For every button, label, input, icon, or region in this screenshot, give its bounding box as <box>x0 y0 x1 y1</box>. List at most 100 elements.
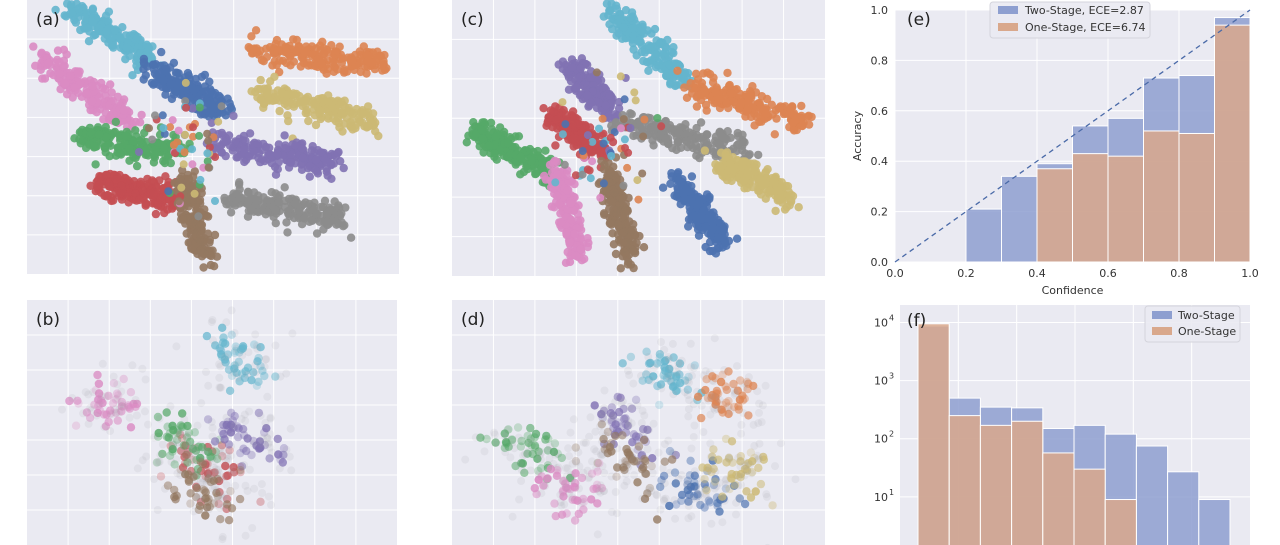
faded-point <box>245 465 254 474</box>
scatter-point <box>611 431 620 441</box>
panel-label: (b) <box>36 310 60 330</box>
scatter-point <box>692 102 702 111</box>
faded-point <box>166 402 175 411</box>
scatter-point <box>579 494 588 504</box>
scatter-point <box>612 19 622 29</box>
scatter-point <box>749 381 758 391</box>
faded-point <box>541 482 550 490</box>
scatter-point <box>256 497 265 506</box>
scatter-point <box>761 194 770 203</box>
scatter-d: (d) <box>452 300 825 545</box>
faded-point <box>644 485 653 494</box>
scatter-point <box>616 72 625 81</box>
faded-point <box>208 316 217 324</box>
scatter-point <box>629 263 638 273</box>
scatter-point <box>708 372 717 381</box>
faded-point <box>204 505 213 514</box>
scatter-point <box>714 215 723 225</box>
scatter-point <box>562 110 571 119</box>
scatter-point <box>642 57 652 67</box>
scatter-point <box>131 126 140 135</box>
scatter-point <box>599 179 608 188</box>
scatter-point <box>60 79 70 88</box>
scatter-point <box>203 415 213 424</box>
scatter-point <box>552 191 562 201</box>
faded-point <box>133 464 142 473</box>
faded-point <box>205 473 214 482</box>
scatter-point <box>530 441 540 450</box>
scatter-point <box>309 205 319 214</box>
scatter-point <box>176 465 185 474</box>
faded-point <box>660 496 669 505</box>
faded-point <box>232 361 241 370</box>
faded-point <box>266 443 275 452</box>
scatter-point <box>729 165 738 175</box>
faded-point <box>754 419 763 428</box>
faded-point <box>664 436 673 445</box>
scatter-point <box>709 445 718 454</box>
scatter-point <box>685 471 695 480</box>
faded-point <box>526 436 535 445</box>
scatter-point <box>188 145 197 154</box>
scatter-point <box>188 444 197 453</box>
scatter-point <box>711 475 720 484</box>
scatter-point <box>724 367 733 376</box>
scatter-point <box>101 132 111 142</box>
scatter-point <box>181 78 190 87</box>
scatter-point <box>553 170 562 179</box>
scatter-point <box>665 501 674 511</box>
scatter-point <box>583 242 592 252</box>
faded-point <box>641 470 650 479</box>
faded-point <box>209 336 217 345</box>
faded-point <box>501 448 510 457</box>
scatter-point <box>256 443 265 452</box>
plot-background <box>27 300 397 545</box>
scatter-point <box>211 447 220 456</box>
scatter-point <box>179 160 188 169</box>
faded-point <box>546 442 554 451</box>
scatter-point <box>182 229 191 238</box>
scatter-point <box>255 437 265 446</box>
panel-label: (a) <box>36 10 60 30</box>
scatter-point <box>639 463 648 472</box>
scatter-point <box>282 218 291 227</box>
scatter-point <box>137 110 146 120</box>
scatter-point <box>640 494 650 503</box>
scatter-point <box>153 412 163 422</box>
scatter-point <box>71 421 81 430</box>
faded-point <box>660 495 668 504</box>
faded-point <box>722 480 731 489</box>
faded-point <box>758 401 767 410</box>
faded-point <box>218 532 227 541</box>
scatter-point <box>168 116 177 125</box>
faded-point <box>594 487 603 496</box>
scatter-point <box>115 33 125 42</box>
scatter-point <box>195 103 204 112</box>
scatter-point <box>648 454 657 463</box>
scatter-point <box>662 43 671 52</box>
scatter-point <box>632 131 641 140</box>
scatter-point <box>116 189 125 198</box>
scatter-point <box>730 402 739 412</box>
scatter-point <box>168 445 177 454</box>
faded-point <box>219 447 227 456</box>
scatter-point <box>205 143 214 152</box>
scatter-point <box>694 231 704 240</box>
scatter-point <box>742 487 751 496</box>
faded-point <box>264 440 273 449</box>
scatter-point <box>727 437 737 446</box>
scatter-point <box>663 35 672 45</box>
faded-point <box>214 465 223 474</box>
scatter-point <box>736 457 745 466</box>
faded-point <box>569 415 578 424</box>
faded-point <box>629 455 638 464</box>
scatter-point <box>576 64 585 73</box>
scatter-point <box>539 104 548 113</box>
faded-point <box>241 416 250 425</box>
faded-point <box>216 362 225 371</box>
scatter-point <box>629 246 638 256</box>
scatter-point <box>607 403 617 412</box>
faded-point <box>697 474 706 483</box>
faded-point <box>266 414 275 423</box>
scatter-point <box>229 111 238 121</box>
